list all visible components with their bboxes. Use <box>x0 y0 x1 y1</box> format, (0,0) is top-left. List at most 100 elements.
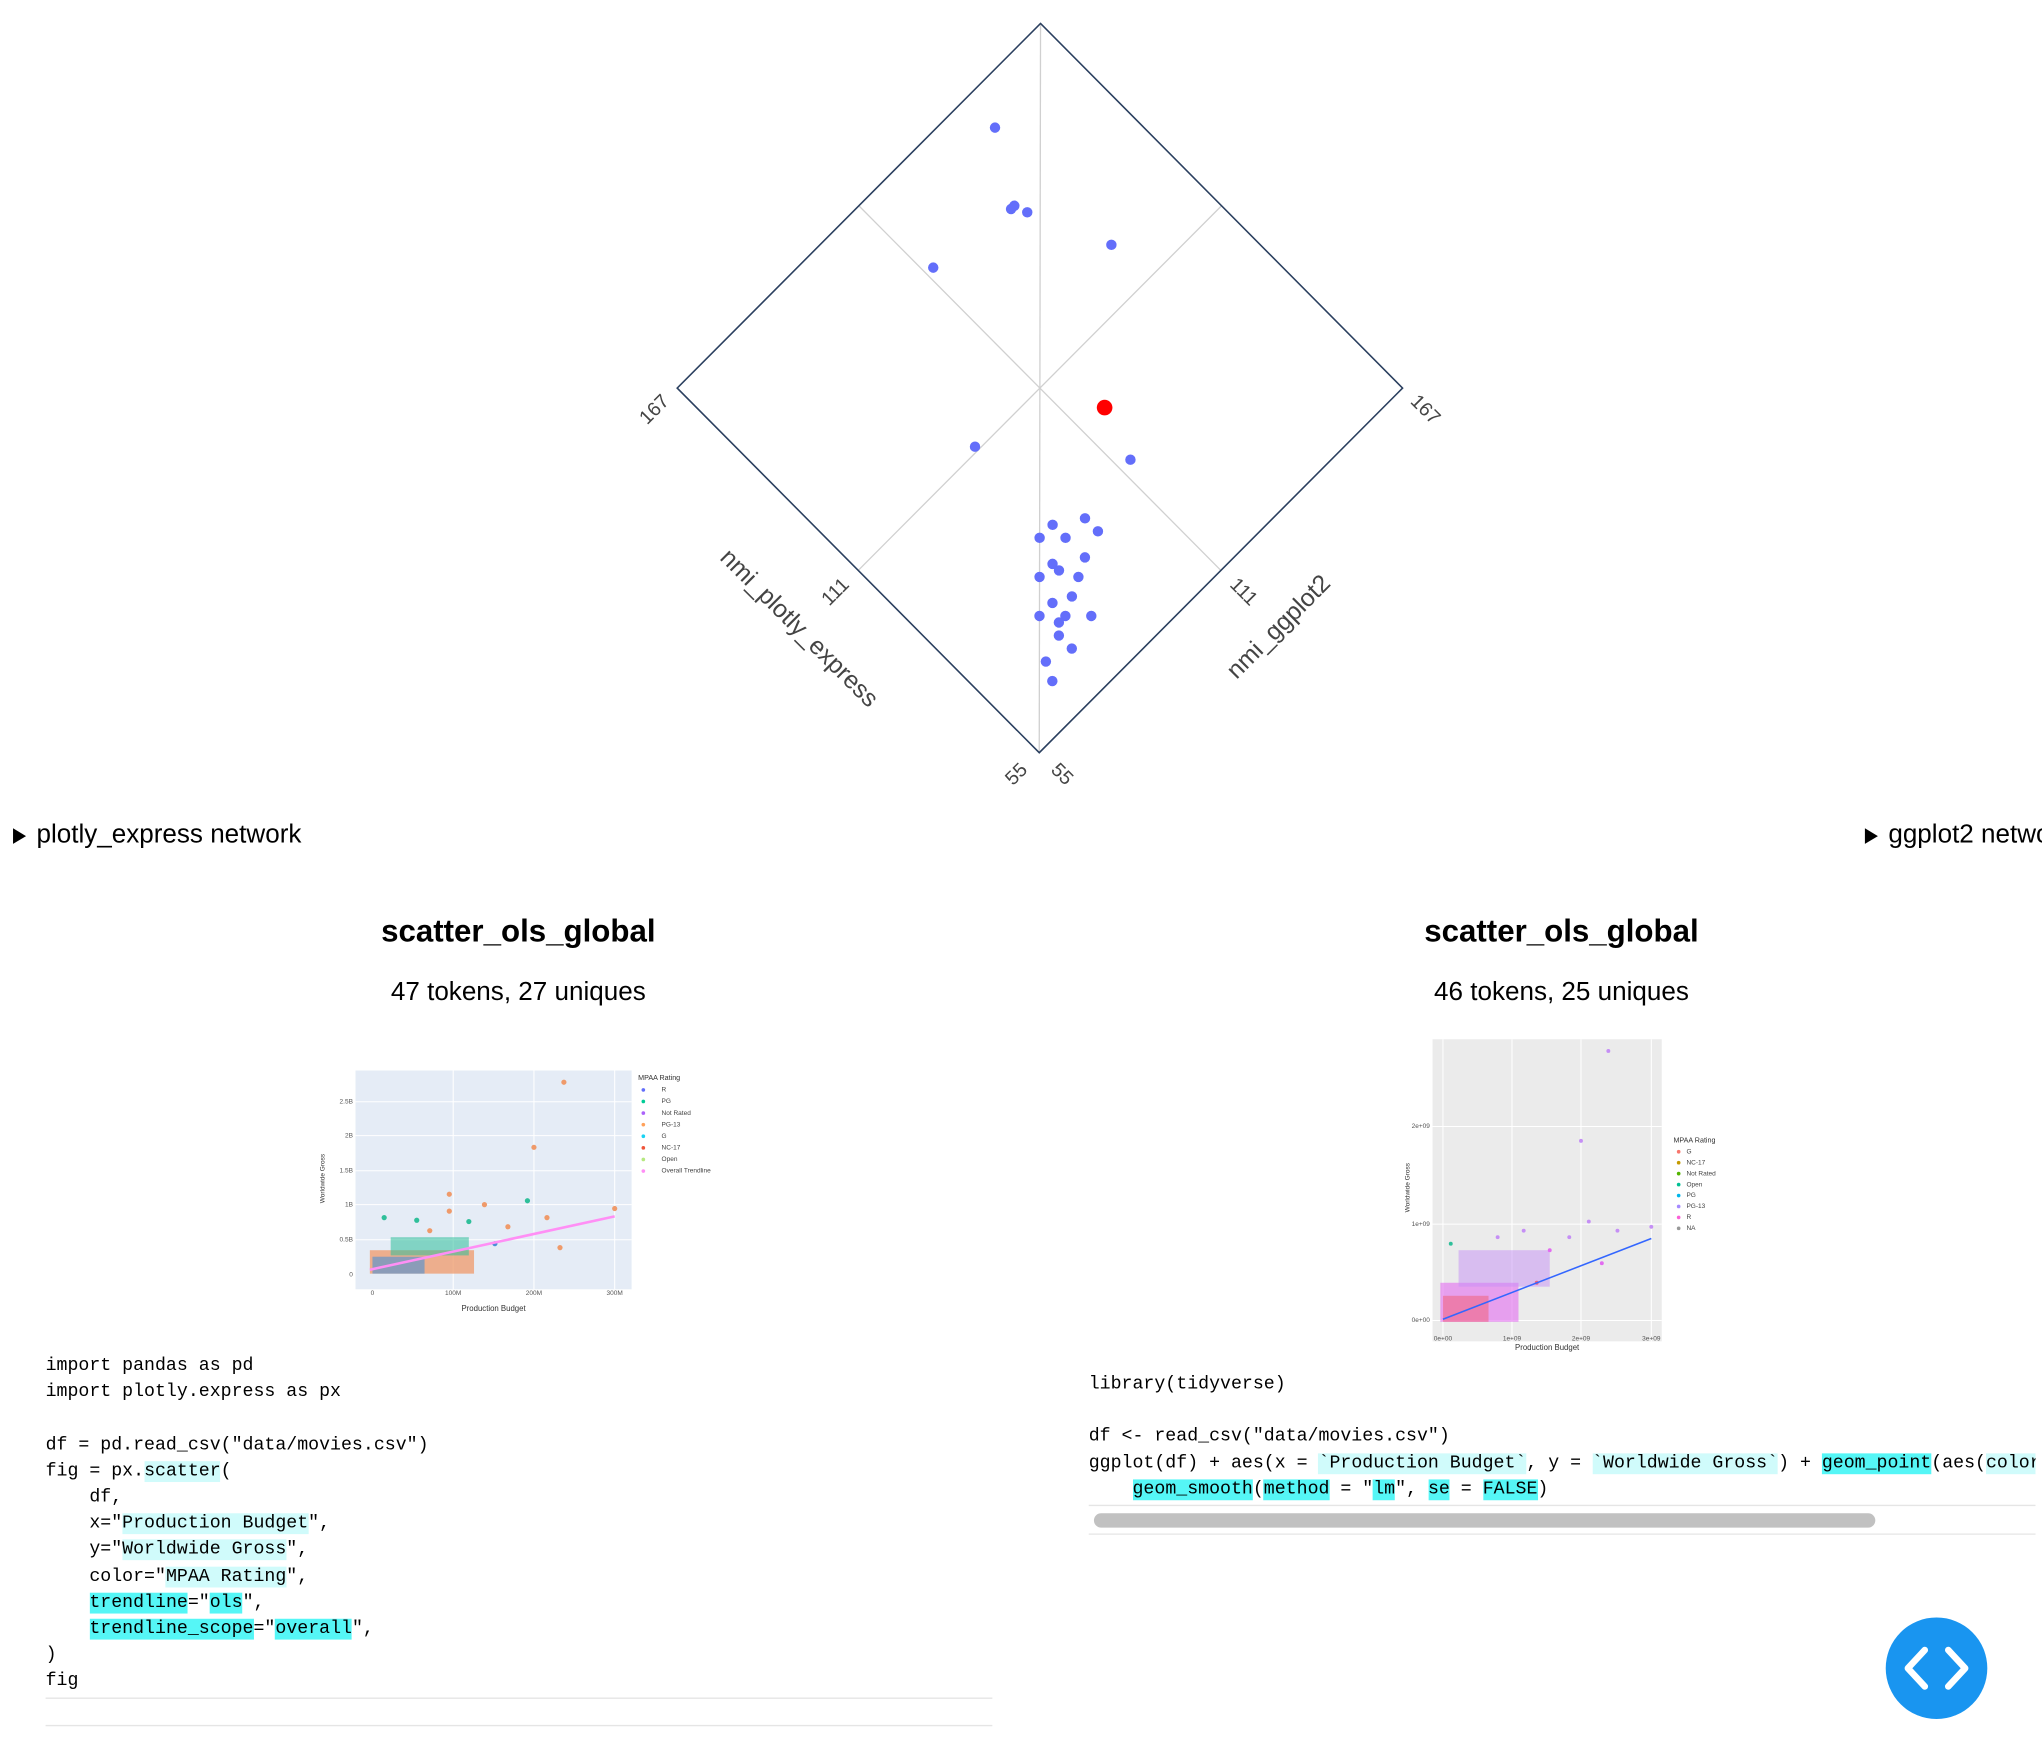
code-highlight: trendline_scope <box>89 1618 254 1640</box>
thumbnail-x-tick: 2e+09 <box>1572 1335 1591 1342</box>
code-token <box>46 1592 90 1613</box>
code-token: fig = px. <box>45 1460 145 1482</box>
thumbnail-legend-entry: PG-13 <box>1686 1203 1705 1210</box>
code-line: fig = px.scatter( <box>46 1458 993 1484</box>
panel-subtitle: 46 tokens, 25 uniques <box>1434 978 1689 1007</box>
code-highlight: trendline <box>89 1592 188 1614</box>
code-line: trendline="ols", <box>46 1590 993 1616</box>
thumbnail-legend-entry: Open <box>662 1156 678 1163</box>
code-token: df <- read_csv("data/movies.csv") <box>1088 1426 1450 1448</box>
code-token: ( <box>220 1460 232 1482</box>
thumbnail-legend-entry: PG <box>1686 1192 1695 1199</box>
scatter-point <box>1047 558 1058 570</box>
thumbnail-legend-swatch <box>641 1111 646 1115</box>
code-line: ) <box>46 1642 993 1668</box>
code-token <box>1089 1479 1133 1500</box>
code-token: (aes( <box>1931 1452 1986 1474</box>
thumbnail-legend-swatch <box>641 1169 646 1173</box>
code-token: = <box>1449 1479 1483 1500</box>
thumbnail-legend-swatch <box>1676 1160 1681 1165</box>
x-tick-label: 167 <box>635 390 674 429</box>
disclosure-triangle <box>13 827 27 844</box>
scatter-point <box>1079 552 1091 563</box>
scatter-point <box>1060 532 1071 544</box>
code-token: ( <box>1252 1479 1264 1500</box>
scrollbar-thumb[interactable] <box>1093 1513 1876 1528</box>
thumbnail-y-tick: 2.5B <box>340 1098 353 1105</box>
thumbnail-y-tick: 1.5B <box>340 1167 353 1174</box>
summary-text: plotly_express network <box>36 820 302 850</box>
thumbnail-y-title: Worldwide Gross <box>1405 1162 1412 1212</box>
scatter-point <box>1034 610 1045 622</box>
code-line: trendline_scope="overall", <box>46 1616 993 1642</box>
thumbnail-legend-swatch <box>1676 1149 1681 1154</box>
code-line: x="Production Budget", <box>46 1511 993 1537</box>
scatter-point <box>1060 610 1071 622</box>
thumbnail-x-tick: 300M <box>607 1290 623 1297</box>
scatter-point <box>928 262 939 273</box>
thumbnail-x-tick: 3e+09 <box>1642 1335 1661 1342</box>
x-tick-label: 55 <box>1001 759 1032 790</box>
thumbnail-x-title: Production Budget <box>1515 1343 1580 1352</box>
code-token: =" <box>253 1618 276 1640</box>
code-token <box>46 1619 90 1640</box>
code-token: ", <box>1395 1479 1428 1500</box>
code-token: df = pd.read_csv("data/movies.csv") <box>45 1434 429 1456</box>
thumbnail-legend-swatch <box>1676 1215 1681 1220</box>
code-token: y=" <box>45 1539 123 1561</box>
scatter-point <box>1034 532 1045 544</box>
code-token: df, <box>45 1487 123 1508</box>
code-highlight: MPAA Rating <box>165 1566 287 1587</box>
code-token: library(tidyverse) <box>1088 1373 1286 1395</box>
code-toggle-button[interactable] <box>1885 1617 1988 1720</box>
thumbnail-legend-entry: Open <box>1686 1181 1702 1188</box>
code-line <box>46 1406 993 1432</box>
code-block: import pandas as pd import plotly.express… <box>46 1353 993 1695</box>
code-line: df, <box>46 1485 993 1511</box>
diagonal-line <box>1038 23 1042 753</box>
thumbnail-legend-entry: NC-17 <box>1686 1159 1705 1166</box>
thumbnail-y-tick: 1e+09 <box>1412 1221 1431 1228</box>
y-tick-label: 167 <box>1406 390 1445 429</box>
code-token: import pandas as pd <box>45 1355 254 1377</box>
thumbnail-y-tick: 2B <box>345 1132 353 1139</box>
thumbnail-y-tick: 0 <box>349 1272 353 1279</box>
thumbnail-legend-swatch <box>641 1146 646 1150</box>
code-token: , y = <box>1526 1452 1593 1474</box>
thumbnail-y-tick: 1B <box>345 1201 353 1208</box>
x-tick-label: 111 <box>817 574 854 611</box>
thumbnail-legend-swatch <box>1676 1226 1681 1231</box>
details-summary[interactable]: ggplot2 netwo <box>1864 820 2042 850</box>
thumbnail-x-title: Production Budget <box>461 1304 526 1313</box>
thumbnail-legend-title: MPAA Rating <box>1673 1137 1715 1145</box>
scatter-point <box>989 122 1001 133</box>
scatter-point <box>1066 591 1078 602</box>
code-line: y="Worldwide Gross", <box>46 1537 993 1563</box>
thumbnail-legend-swatch <box>1676 1193 1681 1198</box>
thumbnail-legend-swatch <box>641 1122 646 1127</box>
code-block: library(tidyverse) df <- read_csv("data/m… <box>1089 1371 2036 1502</box>
scatter-point <box>1022 207 1033 218</box>
thumbnail-legend-swatch <box>1676 1204 1681 1209</box>
scatter-point <box>1053 617 1065 628</box>
code-token: = " <box>1329 1479 1374 1500</box>
code-highlight: Worldwide Gross <box>122 1539 287 1561</box>
thumbnail-legend-swatch <box>641 1134 646 1139</box>
scatter-point <box>1053 630 1065 641</box>
thumbnail-legend-entry: PG <box>662 1098 671 1105</box>
thumbnail-legend-entry: Overall Trendline <box>662 1168 712 1175</box>
scatter-point <box>1092 526 1104 537</box>
thumbnail-y-title: Worldwide Gross <box>320 1153 327 1203</box>
thumbnail-x-tick: 100M <box>445 1290 461 1297</box>
code-line: ggplot(df) + aes(x = `Production Budget`… <box>1089 1450 2036 1476</box>
summary-text: ggplot2 netwo <box>1888 820 2042 850</box>
code-token: ) <box>1537 1479 1549 1500</box>
thumbnail-dots <box>1440 1049 1654 1322</box>
panel-subtitle: 47 tokens, 27 uniques <box>390 978 646 1007</box>
details-summary[interactable]: plotly_express network <box>13 820 301 850</box>
thumbnail-x-tick: 1e+09 <box>1503 1335 1522 1342</box>
scatter-point <box>1047 675 1058 687</box>
code-line: df <- read_csv("data/movies.csv") <box>1089 1424 2036 1450</box>
code-token: ", <box>286 1566 309 1587</box>
